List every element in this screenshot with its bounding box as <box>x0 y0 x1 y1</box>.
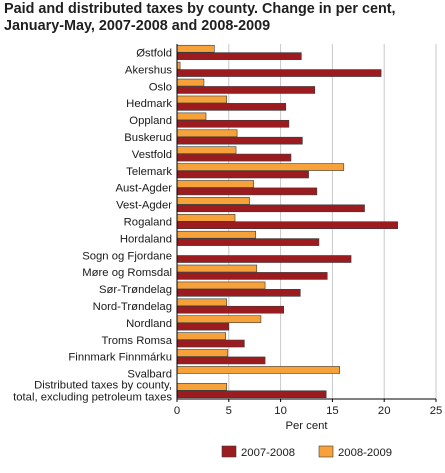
bar-2008-2009 <box>176 230 257 239</box>
category-label: Sør-Trøndelag <box>99 284 172 296</box>
x-tick-label: 20 <box>378 405 391 417</box>
category-label: Oppland <box>129 115 172 127</box>
bar-2008-2009 <box>176 95 228 104</box>
category-label: Aust-Agder <box>115 183 172 195</box>
legend-swatch <box>221 445 237 458</box>
category-label: Finnmark Finnmárku <box>68 352 172 364</box>
category-label: Oslo <box>149 81 172 93</box>
category-label: Telemark <box>126 166 172 178</box>
legend-label: 2008-2009 <box>338 447 392 459</box>
category-label: Rogaland <box>124 217 172 229</box>
bar-2007-2008 <box>176 204 365 213</box>
bar-2007-2008 <box>176 170 309 179</box>
bar-2008-2009 <box>176 383 228 391</box>
bar-2008-2009 <box>176 214 236 222</box>
category-label: Akershus <box>125 64 172 76</box>
category-label: Nordland <box>126 318 172 330</box>
x-tick-label: 15 <box>326 405 339 417</box>
bar-2008-2009 <box>176 281 266 290</box>
category-label: Troms Romsa <box>101 335 172 347</box>
bar-2008-2009 <box>176 332 226 340</box>
bar-2007-2008 <box>176 86 316 94</box>
bar-2007-2008 <box>176 119 290 128</box>
x-tick-label: 25 <box>430 405 443 417</box>
bar-2008-2009 <box>176 197 250 205</box>
bar-2008-2009 <box>176 264 258 273</box>
category-label: Møre og Romsdal <box>82 267 172 279</box>
bar-2008-2009 <box>176 298 228 307</box>
chart-title-line-1: Paid and distributed taxes by county. Ch… <box>4 1 396 17</box>
bar-2007-2008 <box>176 272 328 280</box>
bar-2008-2009 <box>176 78 205 87</box>
bar-2007-2008 <box>176 390 327 399</box>
category-label: Vest-Agder <box>116 200 172 212</box>
x-tick-label: 5 <box>226 405 232 417</box>
chart-title-line-2: January-May, 2007-2008 and 2008-2009 <box>4 18 271 34</box>
bar-2007-2008 <box>176 289 301 297</box>
bar-2007-2008 <box>176 255 352 263</box>
bar-2007-2008 <box>176 52 302 60</box>
category-label: Hedmark <box>126 98 172 110</box>
category-label: Buskerud <box>124 132 172 144</box>
bar-2008-2009 <box>176 366 340 374</box>
category-label: Vestfold <box>132 149 172 161</box>
chart-title: Paid and distributed taxes by county. Ch… <box>4 1 434 35</box>
bar-2007-2008 <box>176 69 382 77</box>
category-label: Hordaland <box>120 233 172 245</box>
bar-2007-2008 <box>176 153 292 162</box>
category-label: Distributed taxes by county, total, exclu… <box>13 380 172 404</box>
category-label: Svalbard <box>127 369 172 381</box>
category-label: Sogn og Fjordane <box>82 250 172 262</box>
legend-label: 2007-2008 <box>241 447 295 459</box>
bar-2008-2009 <box>176 349 229 357</box>
bar-2007-2008 <box>176 221 398 229</box>
bar-2008-2009 <box>176 129 238 138</box>
bar-2007-2008 <box>176 339 245 348</box>
category-label: Nord-Trøndelag <box>93 301 172 313</box>
bar-2007-2008 <box>176 322 230 331</box>
bar-2007-2008 <box>176 238 320 246</box>
bar-2007-2008 <box>176 187 318 196</box>
bar-2008-2009 <box>176 163 345 171</box>
bar-2007-2008 <box>176 305 285 314</box>
bar-2007-2008 <box>176 103 287 111</box>
bar-2007-2008 <box>176 356 266 365</box>
category-label: Østfold <box>136 47 172 59</box>
x-axis-title: Per cent <box>285 420 328 432</box>
x-tick-label: 0 <box>174 405 180 417</box>
bar-2008-2009 <box>176 112 207 121</box>
bar-2008-2009 <box>176 146 237 154</box>
x-tick-label: 10 <box>274 405 287 417</box>
bar-2008-2009 <box>176 180 254 188</box>
bar-2008-2009 <box>176 315 262 324</box>
bar-2008-2009 <box>176 44 215 53</box>
bar-2007-2008 <box>176 136 303 145</box>
legend-swatch <box>318 445 334 458</box>
